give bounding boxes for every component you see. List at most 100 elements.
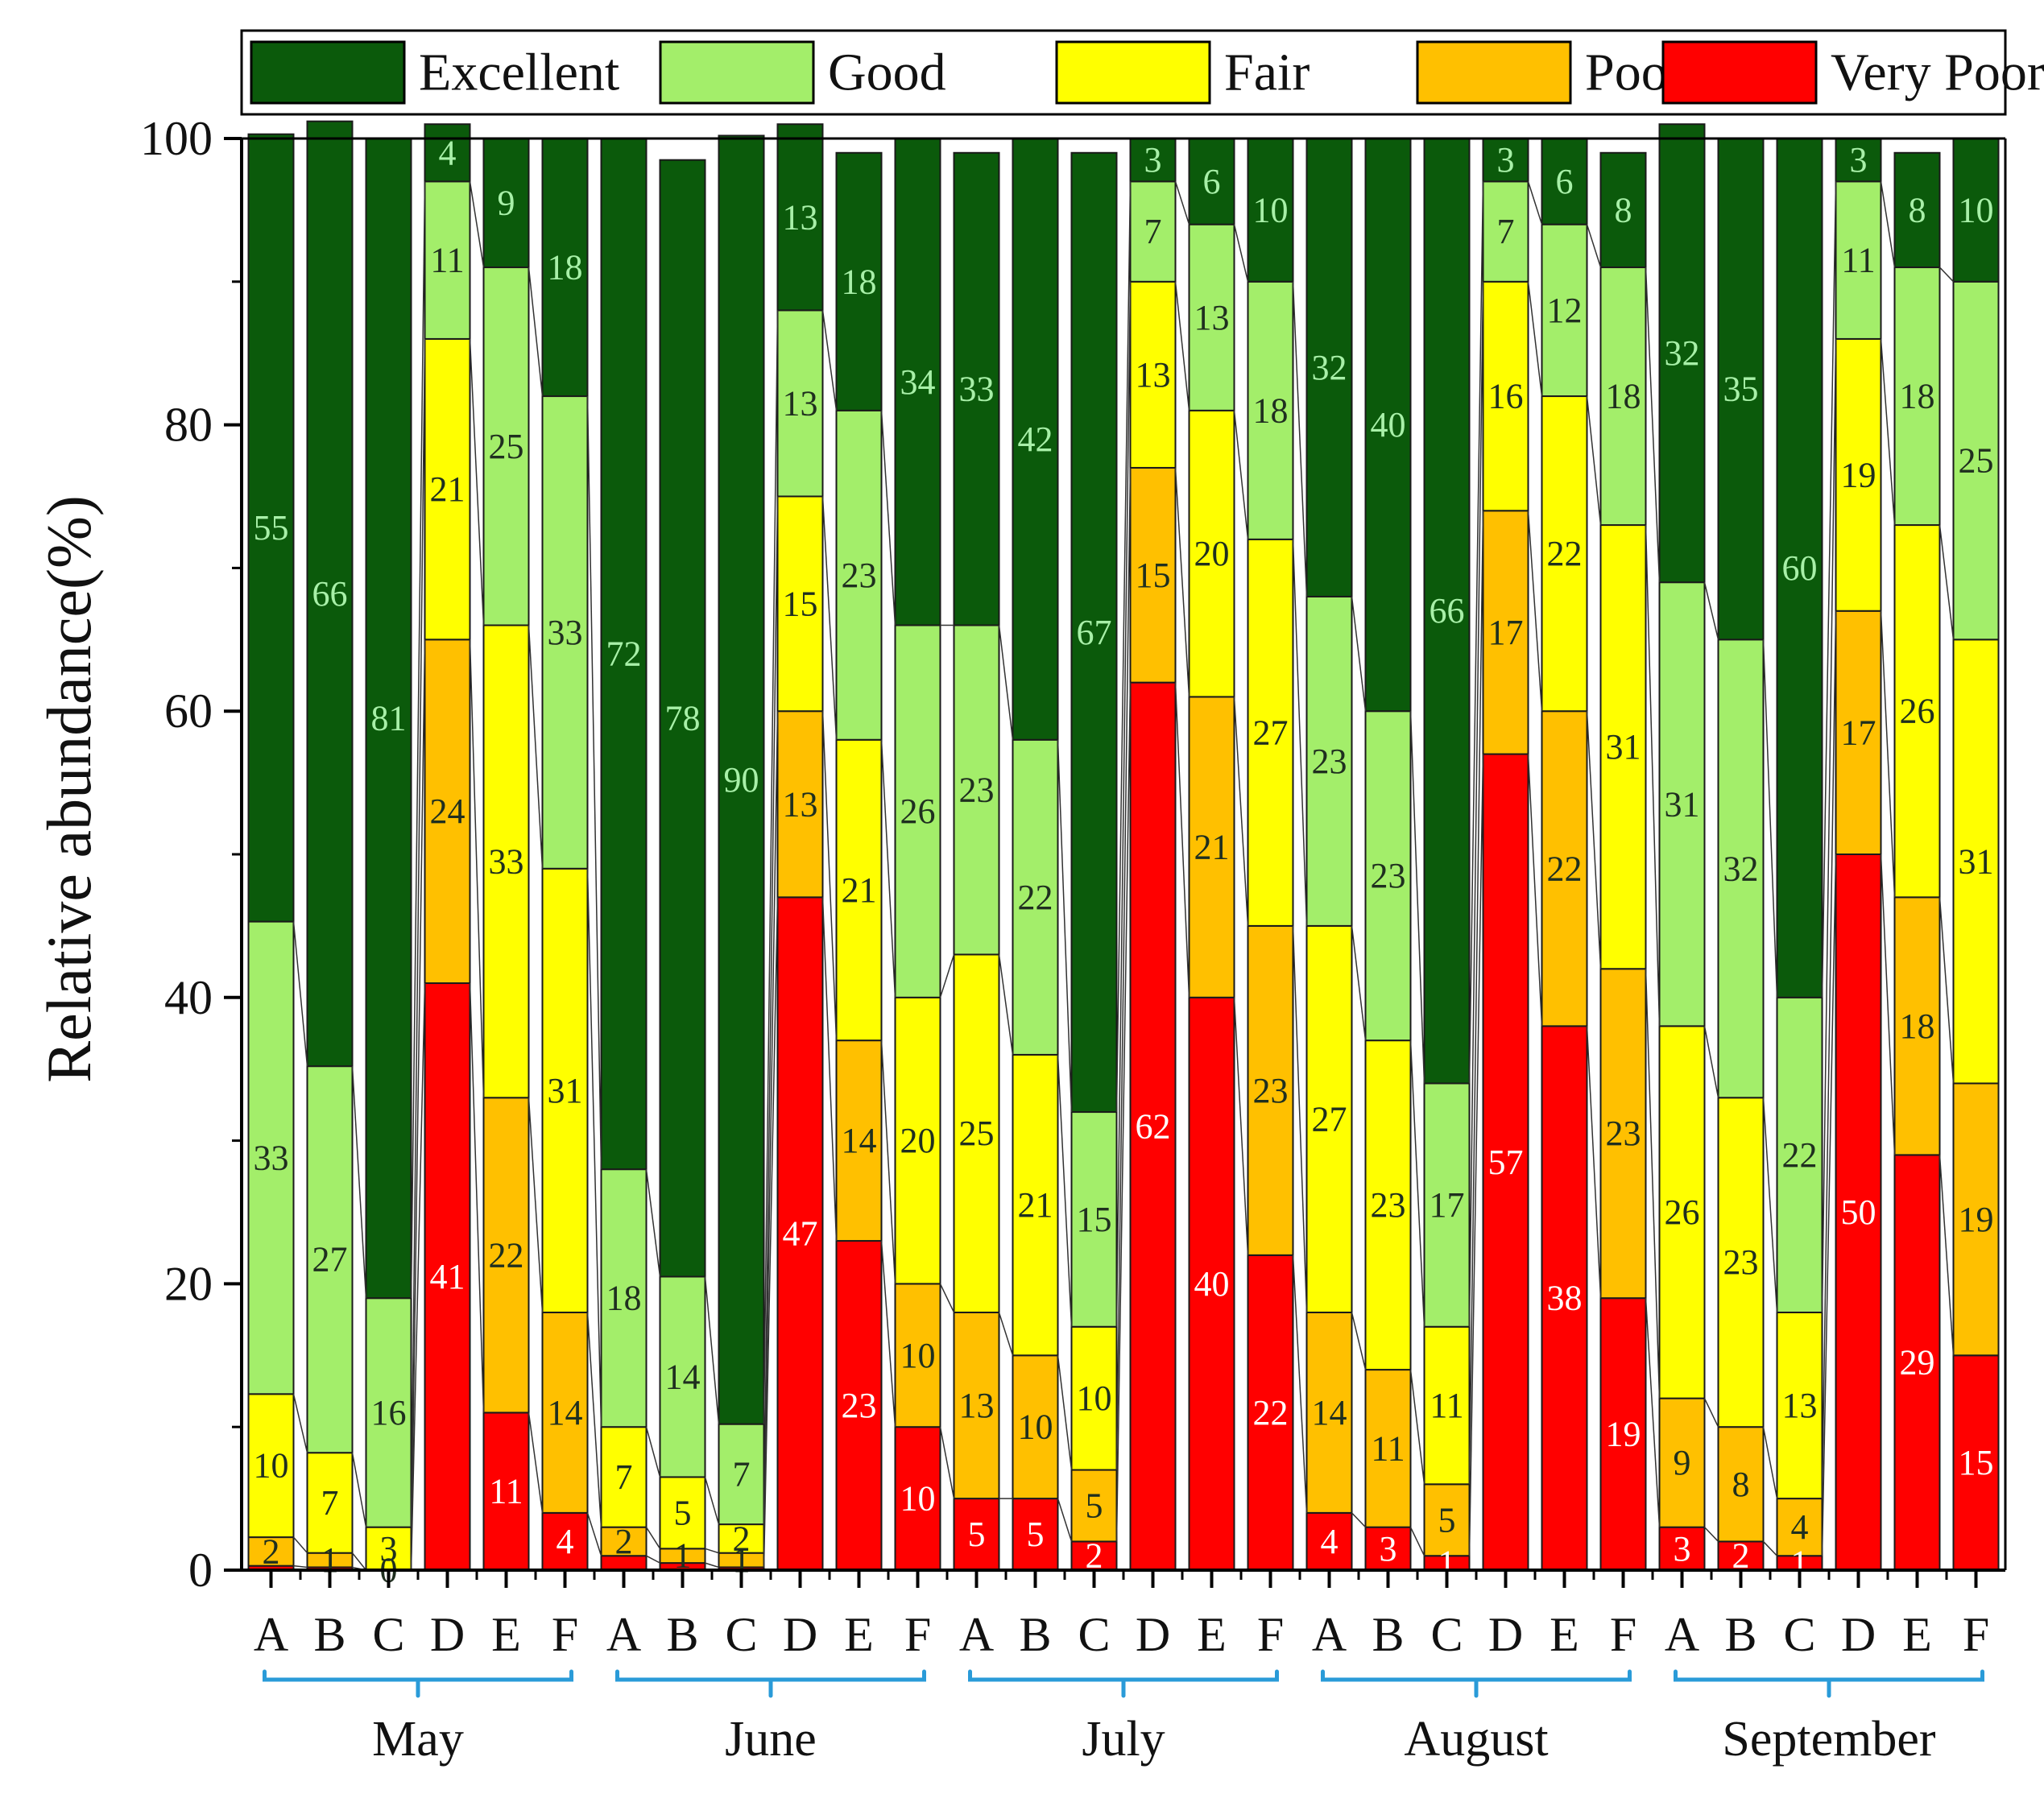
connector-line xyxy=(645,1427,661,1478)
data-label-very-poor: 62 xyxy=(1136,1106,1171,1146)
data-label-good: 11 xyxy=(430,241,464,280)
data-label-excellent: 32 xyxy=(1312,348,1347,387)
connector-line xyxy=(1586,1026,1602,1299)
data-label-poor: 21 xyxy=(1194,828,1230,867)
data-label-poor: 22 xyxy=(489,1235,524,1275)
data-label-fair: 13 xyxy=(1782,1386,1818,1425)
data-label-poor: 14 xyxy=(842,1121,877,1160)
data-label-fair: 16 xyxy=(1488,377,1524,416)
data-label-excellent: 10 xyxy=(1253,190,1289,229)
connector-line xyxy=(1233,410,1249,539)
legend-swatch-excellent xyxy=(250,40,406,105)
data-label-good: 18 xyxy=(1253,391,1289,430)
data-label-very-poor: 3 xyxy=(1674,1529,1691,1569)
bar-segment-very-poor-june-e xyxy=(835,1240,883,1572)
bar-segment-fair-may-a xyxy=(247,1393,295,1539)
connector-line xyxy=(469,639,485,1098)
connector-line xyxy=(1880,854,1896,1155)
connector-line xyxy=(939,1283,955,1313)
connector-line xyxy=(351,1066,367,1299)
bar-segment-good-july-f xyxy=(1247,280,1294,540)
connector-line xyxy=(1703,1026,1719,1098)
data-label-fair: 21 xyxy=(842,870,877,910)
data-label-very-poor: 11 xyxy=(489,1472,523,1511)
data-label-excellent: 6 xyxy=(1556,162,1574,201)
data-label-good: 13 xyxy=(1194,298,1230,337)
data-label-excellent: 8 xyxy=(1909,190,1926,229)
bar-segment-good-july-a xyxy=(953,624,1000,956)
connector-line xyxy=(1468,281,1484,1327)
connector-line xyxy=(1880,610,1896,898)
legend-swatch-poor xyxy=(1416,40,1572,105)
data-label-poor: 10 xyxy=(1018,1407,1053,1447)
connector-line xyxy=(410,338,426,1527)
connector-line xyxy=(1586,711,1602,969)
connector-line xyxy=(763,897,779,1568)
data-label-poor: 13 xyxy=(783,784,818,824)
bar-segment-fair-july-c xyxy=(1070,1325,1118,1471)
bar-segment-good-may-f xyxy=(541,395,589,870)
x-category-label: B xyxy=(1724,1608,1756,1661)
legend-label-excellent: Excellent xyxy=(419,43,619,102)
bar-segment-excellent-june-c xyxy=(718,134,765,1425)
x-category-label: A xyxy=(1665,1608,1699,1661)
data-label-excellent: 9 xyxy=(498,184,515,223)
data-label-fair: 19 xyxy=(1841,455,1876,494)
bar-segment-poor-june-a xyxy=(600,1526,648,1557)
bar-segment-fair-july-f xyxy=(1247,538,1294,927)
data-label-fair: 11 xyxy=(1430,1386,1463,1425)
data-label-fair: 23 xyxy=(1723,1242,1759,1282)
data-label-good: 7 xyxy=(1497,212,1515,251)
data-label-good: 25 xyxy=(489,427,524,466)
data-label-good: 23 xyxy=(1312,742,1347,781)
connector-line xyxy=(410,181,426,1299)
bar-segment-excellent-july-e xyxy=(1188,138,1235,225)
data-label-good: 18 xyxy=(1900,377,1935,416)
bar-segment-excellent-may-e xyxy=(482,138,530,269)
bar-segment-poor-july-b xyxy=(1012,1354,1059,1500)
data-label-fair: 7 xyxy=(321,1483,339,1523)
connector-line xyxy=(1057,1355,1073,1470)
x-category-label: D xyxy=(1841,1608,1876,1661)
bar-segment-very-poor-september-b xyxy=(1717,1540,1765,1571)
legend-swatch-good xyxy=(659,40,815,105)
data-label-excellent: 42 xyxy=(1018,420,1053,459)
data-label-poor: 23 xyxy=(1253,1071,1289,1110)
bar-segment-excellent-july-a xyxy=(953,151,1000,626)
connector-line xyxy=(645,1527,661,1549)
data-label-good: 11 xyxy=(1841,241,1875,280)
bar-segment-good-august-e xyxy=(1541,223,1588,398)
data-label-excellent: 34 xyxy=(900,362,936,402)
bar-segment-good-september-d xyxy=(1835,180,1882,340)
data-label-poor: 15 xyxy=(1136,556,1171,595)
connector-line xyxy=(1938,524,1955,640)
bar-segment-poor-july-c xyxy=(1070,1469,1118,1543)
data-label-poor: 17 xyxy=(1841,713,1876,752)
bar-segment-fair-july-a xyxy=(953,953,1000,1313)
legend-swatch-very-poor xyxy=(1661,40,1818,105)
data-label-fair: 20 xyxy=(900,1121,936,1160)
x-category-label: D xyxy=(430,1608,465,1661)
bar-segment-fair-july-d xyxy=(1129,280,1177,469)
data-label-fair: 26 xyxy=(1665,1192,1700,1232)
y-tick-label: 100 xyxy=(140,112,213,165)
bar-segment-excellent-june-e xyxy=(835,151,883,411)
connector-line xyxy=(293,1564,308,1569)
connector-line xyxy=(998,954,1014,1056)
bar-segment-fair-september-c xyxy=(1776,1311,1823,1500)
x-category-label: D xyxy=(783,1608,817,1661)
bar-segment-very-poor-august-a xyxy=(1305,1511,1353,1572)
connector-line xyxy=(1409,1369,1425,1485)
bar-segment-excellent-may-d xyxy=(424,123,471,183)
connector-line xyxy=(1821,610,1837,1499)
bar-segment-fair-may-e xyxy=(482,624,530,1099)
data-label-good: 15 xyxy=(1077,1200,1112,1239)
connector-line xyxy=(528,267,544,397)
connector-line xyxy=(1703,582,1719,640)
data-label-poor: 23 xyxy=(1606,1114,1641,1153)
data-label-poor: 4 xyxy=(1791,1507,1809,1547)
bar-segment-poor-september-a xyxy=(1658,1397,1706,1528)
connector-line xyxy=(292,1394,308,1453)
connector-line xyxy=(1821,338,1837,1312)
connector-line xyxy=(528,625,544,869)
